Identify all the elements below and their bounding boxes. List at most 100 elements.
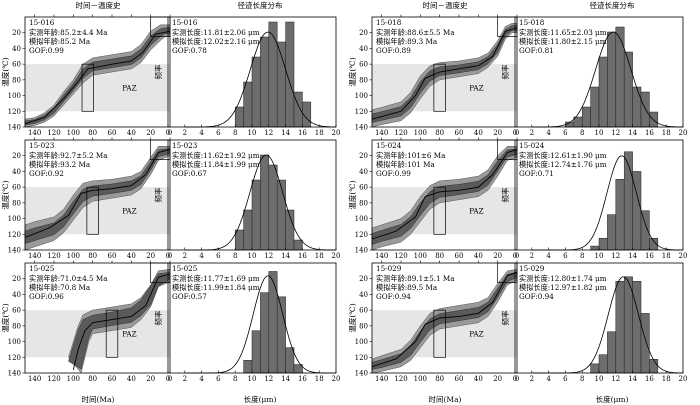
len-ylabel: 频率	[153, 187, 163, 202]
th-ylabel: 温度(℃)	[347, 57, 357, 86]
x-tick-label: 0	[515, 129, 519, 137]
x-tick-label: 6	[563, 252, 568, 260]
time-temperature-panel-15-024: 140 120 100 80 60 40 20 0 20 40 60 80 100 120 140 PAZ 15…	[347, 137, 519, 260]
result-line: GOF:0.92	[29, 169, 64, 178]
result-line: 实测年龄:88.6±5.5 Ma	[376, 28, 455, 37]
x-tick-label: 80	[88, 252, 97, 260]
x-tick-label: 2	[530, 252, 534, 260]
plot-frame	[24, 262, 171, 374]
best-fit-path	[24, 30, 171, 125]
len-xlabel-2: 长度(μm)	[596, 394, 629, 404]
result-line: 实测长度:12.61±1.90 μm	[519, 151, 607, 160]
x-tick-label: 14	[628, 375, 637, 383]
y-tick-label: 20	[359, 29, 368, 37]
result-line: 模拟长度:12.02±2.16 μm	[172, 37, 260, 46]
y-tick-label: 140	[355, 124, 368, 132]
histogram-bar	[251, 330, 261, 374]
x-tick-label: 20	[679, 375, 688, 383]
x-tick-label: 20	[679, 252, 688, 260]
histogram-bar	[285, 347, 295, 374]
x-tick-label: 60	[455, 129, 464, 137]
x-tick-label: 18	[662, 129, 671, 137]
x-tick-label: 20	[493, 129, 502, 137]
y-tick-label: 120	[8, 354, 21, 362]
histogram-bar	[649, 359, 659, 374]
histogram-bar	[243, 360, 253, 374]
x-tick-label: 120	[47, 375, 60, 383]
x-tick-label: 40	[474, 252, 483, 260]
column-titles: 时间－温度史 径迹长度分布 时间－温度史 径迹长度分布	[76, 0, 635, 10]
histogram-bar	[623, 51, 633, 128]
y-tick-label: 140	[355, 370, 368, 378]
x-tick-label: 4	[546, 129, 551, 137]
result-line: 实测长度:11.81±2.06 μm	[172, 28, 260, 37]
x-tick-label: 14	[281, 252, 290, 260]
x-tick-label: 0	[166, 252, 170, 260]
best-fit-path	[371, 149, 518, 240]
x-tick-label: 2	[530, 375, 534, 383]
x-tick-label: 140	[28, 252, 41, 260]
histogram-bar	[615, 179, 625, 251]
x-tick-label: 8	[233, 129, 237, 137]
y-tick-label: 100	[355, 338, 368, 346]
sample-id: 15-016	[29, 18, 55, 27]
y-tick-label: 60	[12, 307, 21, 315]
result-line: GOF:0.81	[519, 46, 554, 55]
y-tick-label: 120	[355, 354, 368, 362]
x-tick-label: 40	[127, 375, 136, 383]
x-tick-label: 10	[595, 252, 604, 260]
y-tick-label: 80	[12, 322, 21, 330]
time-temperature-panel-15-025: 140 120 100 80 60 40 20 0 20 40 60 80 100 120 140 PAZ 15…	[0, 260, 172, 383]
sample-id: 15-024	[519, 141, 545, 150]
histogram-bar	[615, 281, 625, 374]
paz-label: PAZ	[122, 330, 136, 339]
y-tick-label: 20	[12, 29, 21, 37]
y-tick-label: 100	[8, 92, 21, 100]
histogram-bar	[598, 354, 608, 374]
y-tick-label: 60	[12, 184, 21, 192]
result-line: 模拟长度:11.80±2.15 μm	[519, 37, 607, 46]
x-tick-label: 120	[47, 129, 60, 137]
plot-frame	[24, 139, 171, 251]
plot-frame	[24, 16, 171, 128]
y-tick-label: 80	[12, 199, 21, 207]
result-line: 模拟年龄:101 Ma	[376, 160, 436, 169]
x-tick-label: 140	[28, 129, 41, 137]
histogram-bar	[268, 21, 278, 128]
y-tick-label: 40	[359, 168, 368, 176]
x-tick-label: 100	[414, 252, 427, 260]
y-tick-label: 60	[12, 61, 21, 69]
fit-curve	[531, 31, 684, 128]
x-tick-label: 0	[515, 375, 519, 383]
result-line: 模拟年龄:89.3 Ma	[376, 37, 438, 46]
x-tick-label: 20	[679, 129, 688, 137]
result-line: GOF:0.89	[376, 46, 411, 55]
x-tick-label: 20	[493, 252, 502, 260]
x-tick-label: 10	[248, 375, 257, 383]
x-tick-label: 100	[414, 129, 427, 137]
best-fit-path	[72, 273, 171, 370]
x-tick-label: 6	[216, 375, 221, 383]
x-tick-label: 60	[108, 129, 117, 137]
x-tick-label: 16	[645, 375, 654, 383]
x-tick-label: 8	[580, 375, 584, 383]
th-column-title-2: 时间－温度史	[423, 0, 468, 10]
th-xlabel-2: 时间(Ma)	[428, 394, 461, 404]
x-tick-label: 6	[216, 129, 221, 137]
th-ylabel: 温度(℃)	[0, 57, 10, 86]
x-tick-label: 120	[47, 252, 60, 260]
y-tick-label: 140	[8, 370, 21, 378]
result-line: 实测年龄:71.0±4.5 Ma	[29, 274, 108, 283]
x-tick-label: 10	[595, 129, 604, 137]
result-line: GOF:0.57	[172, 292, 207, 301]
len-ylabel: 频率	[500, 310, 510, 325]
result-line: GOF:0.78	[172, 46, 207, 55]
len-ylabel: 频率	[153, 310, 163, 325]
y-tick-label: 20	[12, 275, 21, 283]
x-tick-label: 120	[394, 375, 407, 383]
histogram-bar	[607, 214, 617, 251]
y-tick-label: 40	[12, 291, 21, 299]
